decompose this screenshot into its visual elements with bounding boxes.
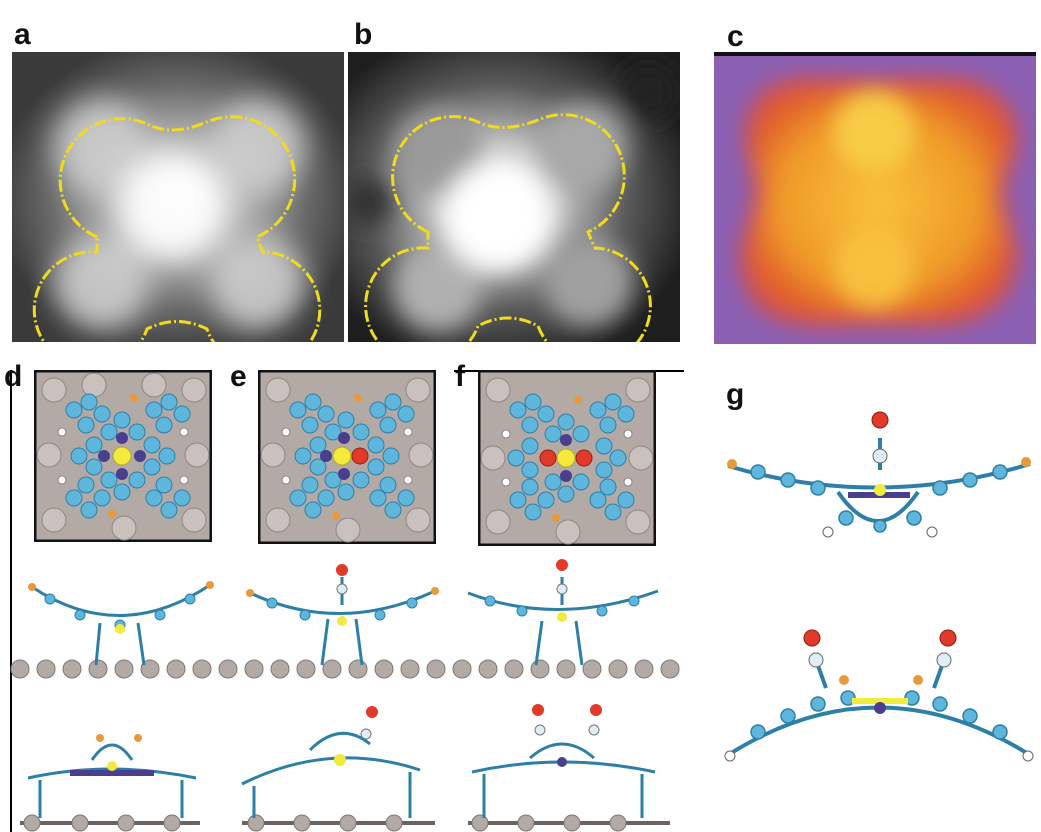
side-view-row-2: [10, 559, 680, 679]
panel-label-c: c: [727, 20, 744, 53]
structure-g-top: [727, 411, 1031, 538]
stm-image-a: [12, 52, 344, 342]
panel-label-f: f: [455, 360, 465, 393]
top-view-d: [34, 370, 212, 542]
molecule-outline-b: [364, 113, 652, 342]
stm-image-b: [348, 52, 680, 342]
panel-label-d: d: [4, 360, 23, 393]
simulated-map-c: [714, 52, 1036, 344]
panel-label-b: b: [354, 18, 373, 51]
structure-g-bottom: [724, 629, 1034, 762]
molecule-outline-a: [32, 115, 322, 342]
side-view-row-3: [20, 704, 670, 832]
top-view-e: [258, 370, 436, 544]
panel-label-a: a: [14, 18, 31, 51]
top-view-f: [478, 370, 656, 546]
left-border: [10, 370, 12, 832]
panel-label-e: e: [230, 360, 247, 393]
panel-label-g: g: [726, 378, 745, 411]
